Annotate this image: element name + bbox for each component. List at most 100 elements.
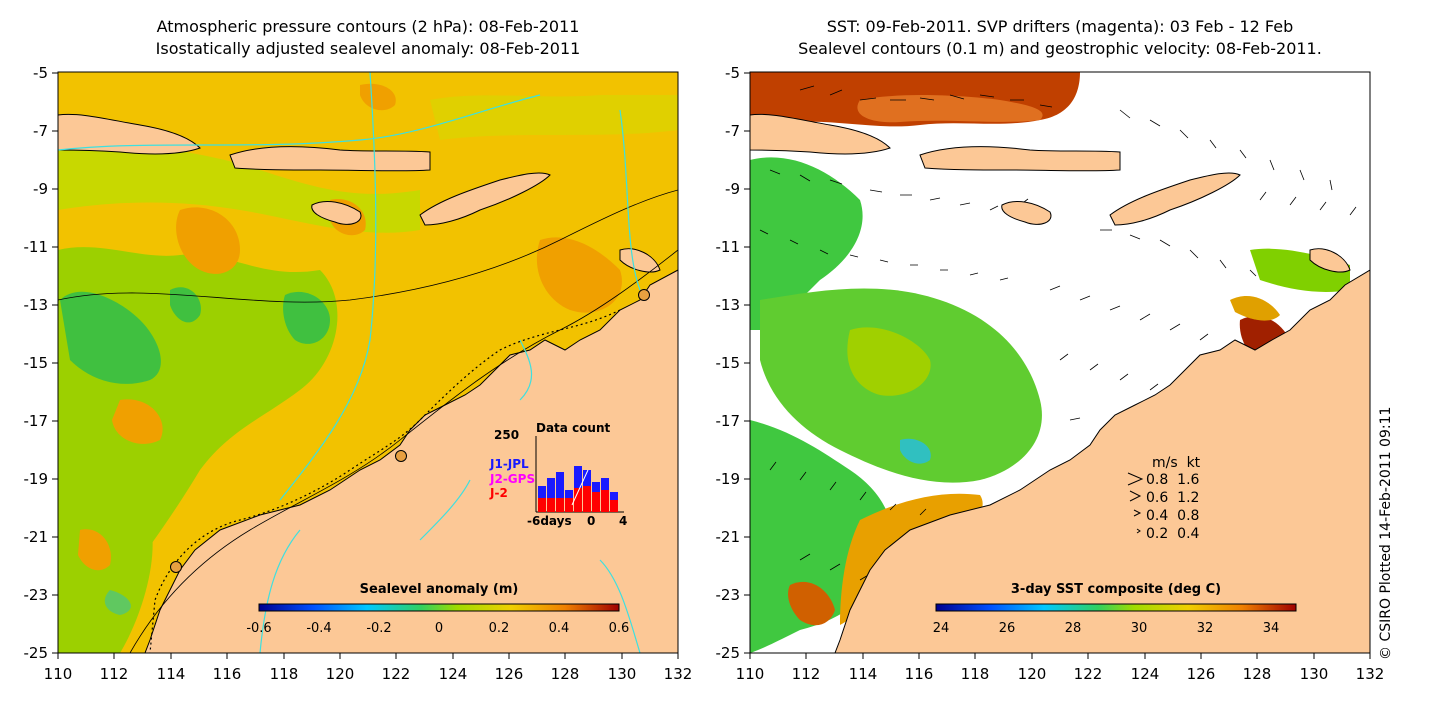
- land-java-left: [58, 113, 201, 155]
- land-timor-left: [419, 172, 551, 226]
- lon-tick-label: 114: [848, 665, 878, 683]
- count-bar-j2: [574, 488, 582, 512]
- land-sumba-left: [311, 201, 362, 225]
- count-bar-jpl: [565, 490, 573, 498]
- sla-colorbar-tick: -0.4: [306, 621, 332, 636]
- lon-tick-label: 130: [1299, 665, 1329, 683]
- lon-tick-label: 124: [1130, 665, 1160, 683]
- count-bar-j2: [601, 490, 609, 512]
- lat-tick-label: -19: [715, 470, 741, 488]
- lat-tick-label: -9: [33, 180, 48, 198]
- plot-credit: © CSIRO Plotted 14-Feb-2011 09:11: [1378, 406, 1394, 660]
- land-island-south-left: [619, 248, 661, 273]
- lat-tick-label: -21: [23, 528, 49, 546]
- count-bar-j2: [610, 500, 618, 512]
- sst-colorbar-title: 3-day SST composite (deg C): [1010, 582, 1222, 597]
- count-bar-jpl: [601, 478, 609, 490]
- inset-series-jpl: J1-JPL: [490, 457, 529, 471]
- lon-tick-label: 130: [607, 665, 637, 683]
- lon-tick-label: 120: [325, 665, 355, 683]
- sla-colorbar-tick: -0.2: [366, 621, 392, 636]
- sst-colorbar-tick: 32: [1196, 621, 1214, 636]
- sla-colorbar-tick: 0.4: [548, 621, 570, 636]
- land-timor-right: [1109, 172, 1241, 226]
- sst-patch-east-warm: [1230, 295, 1280, 321]
- sla-orange-patch-4: [536, 237, 622, 313]
- right-title-line1: SST: 09-Feb-2011. SVP drifters (magenta)…: [826, 17, 1294, 36]
- inset-series-j2: J-2: [490, 486, 508, 500]
- lat-tick-label: -15: [715, 354, 741, 372]
- velocity-legend-ms: 0.6: [1146, 490, 1169, 506]
- tide-gauge-marker: [638, 289, 650, 301]
- sla-green-patch-4: [104, 590, 131, 615]
- lat-tick-label: -13: [715, 296, 741, 314]
- left-map: [58, 72, 678, 653]
- sst-colorbar-tick: 34: [1262, 621, 1280, 636]
- count-bar-jpl: [574, 466, 582, 488]
- lon-tick-label: 122: [1073, 665, 1103, 683]
- lat-tick-label: -5: [725, 64, 740, 82]
- velocity-legend-ms: 0.2: [1146, 526, 1169, 542]
- lon-tick-label: 112: [791, 665, 821, 683]
- velocity-legend-row: 0.6 1.2: [1146, 490, 1199, 506]
- lon-tick-label: 118: [269, 665, 299, 683]
- lon-tick-label: 122: [381, 665, 411, 683]
- lon-tick-label: 128: [1242, 665, 1272, 683]
- sst-patch-green-west: [750, 157, 863, 330]
- lon-tick-label: 128: [550, 665, 580, 683]
- sla-green-patch-3: [283, 291, 330, 344]
- sla-colorbar-tick: 0: [434, 621, 444, 636]
- count-bar-j2: [556, 498, 564, 512]
- lon-tick-label: 116: [904, 665, 934, 683]
- sla-colorbar: [258, 603, 620, 612]
- velocity-legend-row: 0.8 1.6: [1146, 472, 1199, 488]
- lat-tick-label: -17: [715, 412, 741, 430]
- lon-tick-label: 124: [438, 665, 468, 683]
- land-australia-right: [834, 269, 1370, 653]
- left-title-line2: Isostatically adjusted sealevel anomaly:…: [155, 39, 581, 58]
- sla-colorbar-tick: 0.6: [608, 621, 630, 636]
- bathymetry-contours-left: [58, 72, 641, 653]
- lat-tick-label: -15: [23, 354, 49, 372]
- land-flores-right: [919, 146, 1121, 172]
- land-java-right: [750, 113, 891, 155]
- data-count-inset: [535, 436, 624, 513]
- velocity-legend-ms: 0.8: [1146, 472, 1169, 488]
- lat-tick-label: -5: [33, 64, 48, 82]
- sla-green-patch-1: [60, 291, 161, 384]
- count-bar-jpl: [547, 478, 555, 498]
- lon-tick-label: 118: [960, 665, 990, 683]
- lon-tick-label: 112: [99, 665, 129, 683]
- lat-tick-label: -13: [23, 296, 49, 314]
- inset-x-left: -6days: [527, 514, 572, 528]
- sla-orange-patch-5: [360, 83, 396, 111]
- shelf-edge-dotted: [149, 309, 621, 653]
- velocity-legend-kt-header: kt: [1186, 455, 1201, 471]
- velocity-legend-row: 0.2 0.4: [1146, 526, 1199, 542]
- inset-x-mid: 0: [587, 514, 596, 528]
- count-bar-jpl: [592, 482, 600, 492]
- land-sumba-right: [1001, 201, 1052, 225]
- velocity-legend-arrows: [1127, 472, 1144, 534]
- inset-x-right: 4: [619, 514, 628, 528]
- lat-tick-label: -9: [725, 180, 740, 198]
- sst-colorbar: [935, 603, 1297, 612]
- count-bar-jpl: [610, 492, 618, 500]
- sla-orange-patch-2: [78, 529, 111, 571]
- inset-ymax-label: 250: [494, 428, 520, 442]
- sst-colorbar-tick: 26: [998, 621, 1016, 636]
- tide-gauge-marker: [170, 561, 182, 573]
- tide-gauge-marker: [395, 450, 407, 462]
- lat-tick-label: -7: [725, 122, 740, 140]
- lat-tick-label: -25: [715, 644, 741, 662]
- lon-tick-label: 126: [494, 665, 524, 683]
- lat-tick-label: -21: [715, 528, 741, 546]
- count-bar-j2: [592, 492, 600, 512]
- count-bar-j2: [538, 498, 546, 512]
- count-bar-j2: [547, 498, 555, 512]
- sst-patch-south-hot: [788, 581, 835, 626]
- count-bar-j2: [583, 486, 591, 512]
- right-title-line2: Sealevel contours (0.1 m) and geostrophi…: [798, 39, 1322, 58]
- lon-tick-label: 114: [156, 665, 186, 683]
- lat-tick-label: -23: [715, 586, 741, 604]
